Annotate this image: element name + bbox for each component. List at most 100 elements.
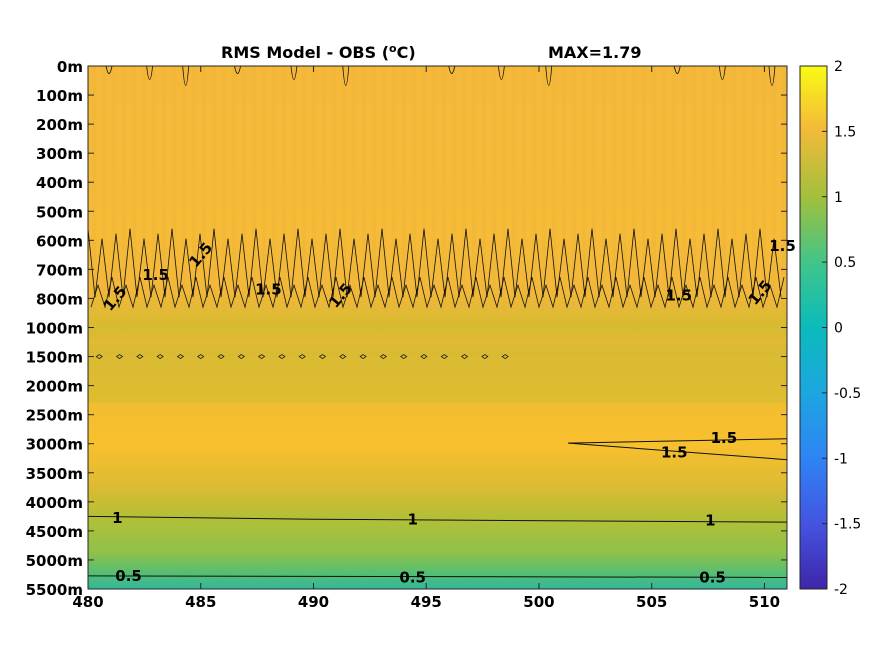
- contour-loop: [234, 65, 241, 74]
- texture-stripe: [452, 66, 456, 313]
- texture-stripe: [772, 66, 776, 313]
- texture-stripe: [562, 66, 566, 313]
- colorbar-tick-label: 2: [834, 59, 843, 75]
- title-main: RMS Model - OBS (: [221, 43, 389, 62]
- contour-blob: [156, 354, 164, 359]
- texture-stripe: [762, 66, 766, 313]
- texture-stripe: [722, 66, 726, 313]
- contour-blob: [136, 354, 144, 359]
- contour-blob: [460, 354, 469, 359]
- contour-label: 1: [705, 512, 715, 530]
- contour-label: 1.5: [711, 429, 738, 447]
- texture-stripe: [402, 66, 406, 313]
- contour-blob: [278, 354, 286, 359]
- y-tick-label: 4000m: [26, 494, 83, 512]
- y-tick-label: 4500m: [26, 523, 83, 541]
- contour-loop: [182, 65, 190, 86]
- title-unit-end: C): [397, 43, 416, 62]
- contour-loop: [768, 65, 776, 86]
- texture-stripe: [362, 66, 366, 313]
- texture-stripe: [212, 66, 216, 313]
- texture-stripe: [342, 66, 346, 313]
- contour-blob: [501, 354, 509, 359]
- texture-stripe: [492, 66, 496, 313]
- x-tick-label: 495: [411, 593, 442, 611]
- texture-stripe: [432, 66, 436, 313]
- texture-stripe: [782, 66, 786, 313]
- texture-stripe: [642, 66, 646, 313]
- texture-stripe: [112, 66, 116, 313]
- texture-stripe: [292, 66, 296, 313]
- contour-blob: [197, 354, 205, 359]
- y-tick-label: 2500m: [26, 407, 83, 425]
- texture-stripe: [742, 66, 746, 313]
- contour-label: 0.5: [699, 568, 726, 586]
- contour-blob: [400, 354, 408, 359]
- contour-blob: [95, 354, 103, 359]
- texture-stripe: [152, 66, 156, 313]
- contour-blob: [298, 354, 306, 359]
- texture-stripe: [192, 66, 196, 313]
- contour-loop: [718, 65, 726, 80]
- contour-blob: [176, 354, 185, 359]
- texture-stripe: [262, 66, 266, 313]
- y-tick-label: 5000m: [26, 552, 83, 570]
- y-tick-label: 3500m: [26, 465, 83, 483]
- texture-stripe: [322, 66, 326, 313]
- x-tick-label: 500: [523, 593, 554, 611]
- texture-stripe: [352, 66, 356, 313]
- colorbar-axis: 2 1.5 1 0.5 0 -0.5 -1 -1.5 -2: [822, 59, 861, 598]
- contour-line-0.5: [87, 575, 788, 578]
- colorbar-tick-label: 1.5: [834, 124, 856, 140]
- contour-loop: [290, 65, 298, 80]
- colorbar-tick-label: 1: [834, 190, 843, 206]
- y-tick-label: 0m: [57, 58, 83, 76]
- y-tick-label: 600m: [36, 232, 83, 250]
- contour-label: 0.5: [115, 567, 142, 585]
- contour-blob: [481, 354, 489, 359]
- contour-loop: [342, 65, 350, 86]
- texture-stripe: [732, 66, 736, 313]
- texture-stripe: [482, 66, 486, 313]
- colorbar-tick-label: -0.5: [834, 386, 861, 402]
- texture-stripe: [122, 66, 126, 313]
- contour-line-1.5-deep-lower: [568, 442, 788, 461]
- contour-line-1.5-deep-upper: [568, 438, 788, 444]
- contour-blob: [318, 354, 327, 359]
- y-axis: 0m 100m 200m 300m 400m 500m 600m 700m 800m 1000m 1…: [26, 58, 787, 599]
- contour-label: 1.5: [769, 237, 796, 255]
- contour-blob: [217, 354, 225, 359]
- contour-label: 1.5: [142, 266, 169, 284]
- texture-stripe: [702, 66, 706, 313]
- y-tick-label: 400m: [36, 174, 83, 192]
- texture-stripe: [92, 66, 96, 313]
- contour-label: 1.5: [255, 281, 282, 299]
- field-texture: [88, 66, 787, 404]
- texture-stripe: [532, 66, 536, 313]
- contour-line-1.5-upper: [87, 228, 782, 298]
- contour-loop: [545, 65, 553, 86]
- x-tick-label: 490: [298, 593, 329, 611]
- contour-loop: [673, 65, 681, 74]
- contour-blob: [440, 354, 448, 359]
- contour-blob: [420, 354, 428, 359]
- texture-stripe: [252, 66, 256, 313]
- texture-stripe: [652, 66, 656, 313]
- texture-stripe: [312, 66, 316, 313]
- texture-stripe: [502, 66, 506, 313]
- x-tick-label: 510: [749, 593, 780, 611]
- y-tick-label: 2000m: [26, 378, 83, 396]
- texture-stripe: [752, 66, 756, 313]
- contour-blob: [379, 354, 388, 359]
- y-tick-label: 800m: [36, 290, 83, 308]
- texture-stripe: [582, 66, 586, 313]
- contour-blob: [359, 354, 367, 359]
- x-tick-label: 505: [636, 593, 667, 611]
- contour-label: 1.5: [665, 287, 692, 305]
- y-tick-label: 1000m: [26, 320, 83, 338]
- texture-stripe: [512, 66, 516, 313]
- contour-lines: [87, 65, 788, 578]
- texture-stripe: [682, 66, 686, 313]
- y-tick-label: 100m: [36, 87, 83, 105]
- colorbar-tick-label: 0.5: [834, 255, 856, 271]
